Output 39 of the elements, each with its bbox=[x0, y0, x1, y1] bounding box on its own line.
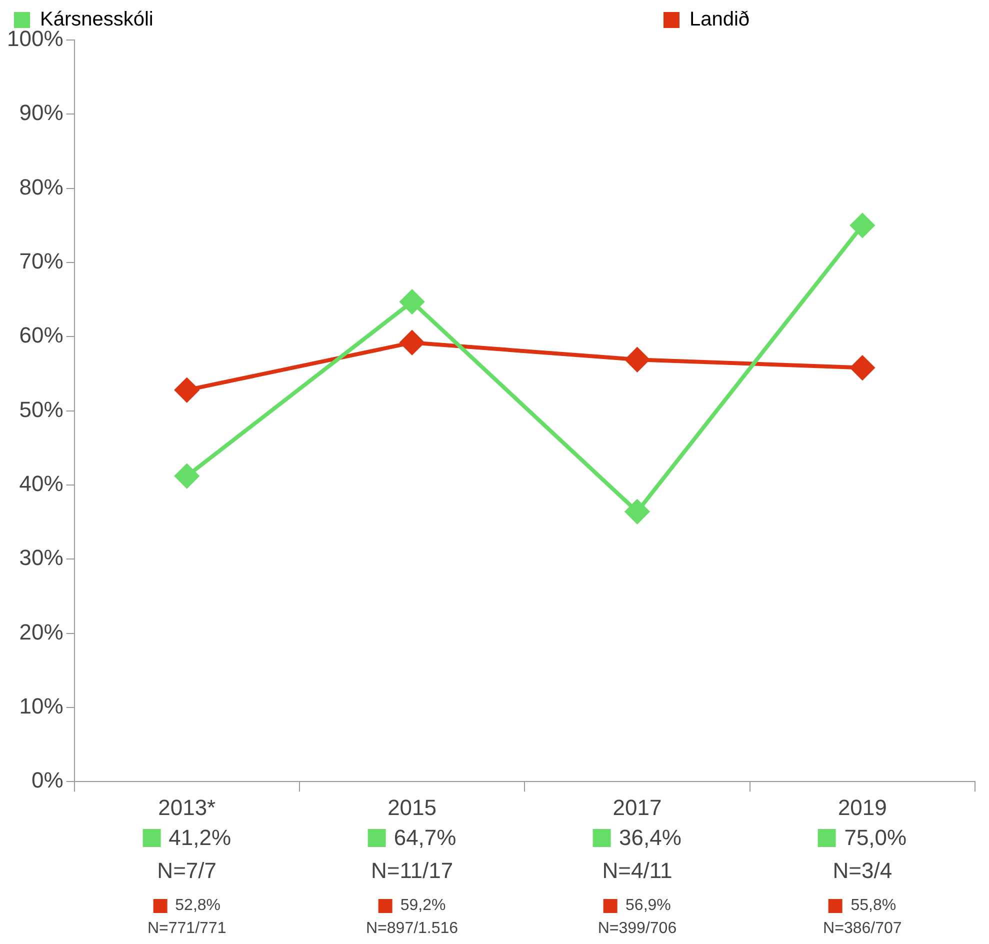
data-label: 59,2% bbox=[400, 896, 446, 915]
y-tick-label: 60% bbox=[19, 322, 64, 348]
point bbox=[625, 348, 650, 372]
y-tick-label: 30% bbox=[19, 545, 64, 570]
y-tick-label: 40% bbox=[19, 471, 64, 496]
point bbox=[850, 213, 874, 238]
point bbox=[850, 356, 874, 380]
x-tick-label: 2013* bbox=[158, 794, 216, 820]
y-tick-label: 80% bbox=[19, 174, 64, 200]
legend-label: Landið bbox=[689, 8, 750, 31]
point bbox=[174, 464, 199, 488]
text: N=386/707 bbox=[823, 920, 902, 938]
text: N=897/1.516 bbox=[366, 920, 458, 938]
x-tick-label: 2015 bbox=[388, 794, 437, 820]
y-tick-label: 20% bbox=[19, 619, 64, 644]
text: N=4/11 bbox=[602, 858, 672, 884]
data-label: 56,9% bbox=[626, 896, 671, 915]
text: N=771/771 bbox=[147, 920, 226, 938]
point bbox=[400, 290, 424, 314]
text: N=7/7 bbox=[157, 858, 217, 884]
x-tick-label: 2017 bbox=[612, 794, 662, 820]
point bbox=[400, 330, 424, 355]
y-tick-label: 10% bbox=[19, 694, 64, 719]
y-tick-label: 70% bbox=[19, 248, 64, 274]
data-label: 41,2% bbox=[168, 824, 232, 851]
text: N=399/706 bbox=[598, 920, 677, 938]
y-tick-label: 50% bbox=[19, 396, 64, 422]
text: N=11/17 bbox=[370, 858, 454, 884]
data-label: 75,0% bbox=[844, 824, 907, 851]
point bbox=[625, 500, 650, 524]
data-label: 36,4% bbox=[619, 824, 682, 851]
y-tick-label: 90% bbox=[19, 100, 64, 126]
data-label: 64,7% bbox=[394, 824, 456, 851]
text: N=3/4 bbox=[832, 858, 892, 884]
y-tick-label: 0% bbox=[31, 768, 64, 793]
point bbox=[174, 378, 199, 402]
data-label: 52,8% bbox=[175, 896, 221, 915]
data-label: 55,8% bbox=[850, 896, 896, 915]
x-tick-label: 2019 bbox=[838, 794, 887, 820]
